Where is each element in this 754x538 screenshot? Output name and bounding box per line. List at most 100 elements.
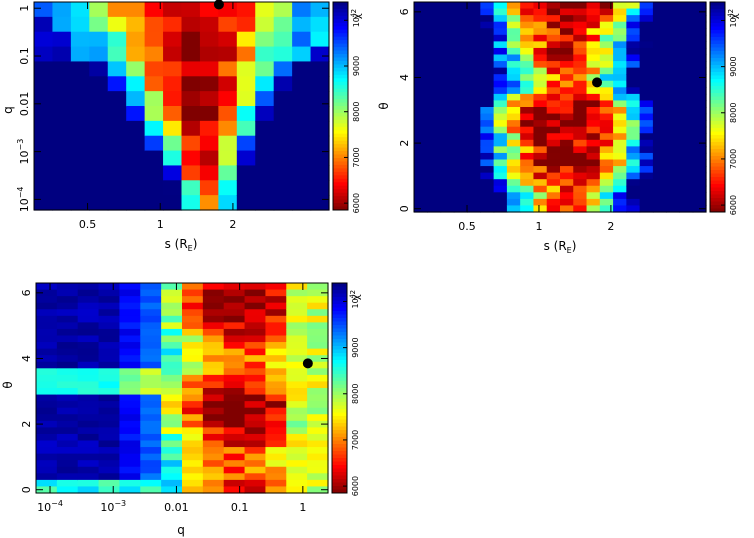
heatmap-cell bbox=[163, 76, 183, 92]
y-tick-label: 0.1 bbox=[18, 47, 31, 65]
heatmap-cell bbox=[140, 388, 162, 396]
heatmap-cell bbox=[218, 135, 238, 152]
heatmap-cell bbox=[440, 100, 455, 108]
heatmap-cell bbox=[533, 185, 548, 193]
heatmap-cell bbox=[161, 414, 183, 422]
heatmap-cell bbox=[98, 309, 121, 317]
heatmap-cell bbox=[236, 180, 256, 196]
heatmap-cell bbox=[107, 16, 127, 33]
heatmap-cell bbox=[546, 8, 561, 16]
heatmap-cell bbox=[182, 368, 204, 376]
heatmap-cell bbox=[652, 87, 667, 95]
colorbar-segment bbox=[710, 138, 725, 143]
heatmap-cell bbox=[427, 179, 442, 187]
heatmap-cell bbox=[414, 107, 428, 115]
heatmap-cell bbox=[98, 388, 121, 396]
heatmap-cell bbox=[679, 34, 694, 42]
colorbar-segment bbox=[332, 426, 347, 431]
x-axis-label: s (RE) bbox=[544, 239, 577, 255]
heatmap-cell bbox=[36, 407, 58, 415]
heatmap-cell bbox=[181, 46, 201, 63]
heatmap-cell bbox=[218, 150, 238, 167]
heatmap-cell bbox=[223, 296, 246, 304]
heatmap-cell bbox=[573, 179, 588, 187]
heatmap-cell bbox=[467, 198, 481, 207]
heatmap-cell bbox=[202, 283, 225, 291]
heatmap-cell bbox=[140, 322, 162, 330]
heatmap-cell bbox=[480, 172, 495, 180]
heatmap-cell bbox=[599, 120, 614, 128]
heatmap-cell bbox=[107, 46, 127, 63]
heatmap-cell bbox=[223, 440, 246, 448]
heatmap-cell bbox=[480, 54, 495, 62]
heatmap-cell bbox=[639, 120, 654, 128]
heatmap-cell bbox=[182, 361, 204, 369]
heatmap-cell bbox=[440, 87, 455, 95]
heatmap-cell bbox=[286, 283, 308, 291]
heatmap-cell bbox=[480, 192, 495, 200]
colorbar-segment bbox=[332, 437, 347, 441]
colorbar-segment bbox=[710, 89, 725, 94]
colorbar-segment bbox=[332, 405, 347, 410]
colorbar-segment bbox=[333, 19, 348, 24]
heatmap-cell bbox=[70, 61, 90, 77]
colorbar-frame bbox=[331, 282, 348, 494]
heatmap-cell bbox=[98, 374, 121, 383]
colorbar-segment bbox=[710, 2, 725, 6]
heatmap-cell bbox=[546, 172, 561, 180]
heatmap-cell bbox=[533, 15, 548, 23]
heatmap-cell bbox=[453, 107, 468, 115]
heatmap-cell bbox=[140, 466, 162, 474]
colorbar-segment bbox=[332, 475, 347, 480]
heatmap-cell bbox=[520, 192, 535, 200]
heatmap-cell bbox=[493, 54, 508, 62]
heatmap-cell bbox=[292, 2, 312, 18]
heatmap-cell bbox=[639, 47, 654, 56]
heatmap-cell bbox=[181, 180, 201, 196]
colorbar-segment bbox=[710, 93, 725, 97]
heatmap-cell bbox=[140, 460, 162, 468]
heatmap-cell bbox=[533, 120, 548, 128]
heatmap-cell bbox=[77, 342, 100, 350]
colorbar-segment bbox=[710, 191, 725, 195]
heatmap-cell bbox=[223, 361, 246, 369]
heatmap-cell bbox=[89, 180, 109, 196]
colorbar-tick-label: 9000 bbox=[351, 337, 360, 357]
heatmap-cell bbox=[453, 67, 468, 75]
heatmap-cell bbox=[692, 80, 707, 88]
heatmap-cell bbox=[119, 388, 141, 396]
colorbar-segment bbox=[332, 381, 347, 385]
heatmap-cell bbox=[202, 486, 225, 494]
heatmap-cell bbox=[56, 309, 79, 317]
heatmap-cell bbox=[533, 139, 548, 147]
heatmap-cell bbox=[244, 302, 267, 310]
heatmap-cell bbox=[255, 2, 275, 18]
heatmap-cell bbox=[453, 113, 468, 121]
heatmap-cell bbox=[199, 150, 219, 167]
heatmap-cell bbox=[56, 453, 79, 461]
heatmap-cell bbox=[652, 47, 667, 56]
heatmap-cell bbox=[56, 381, 79, 389]
heatmap-cell bbox=[692, 61, 707, 69]
heatmap-cell bbox=[586, 8, 601, 16]
colorbar-segment bbox=[333, 171, 348, 176]
heatmap-cell bbox=[310, 76, 330, 92]
heatmap-cell bbox=[626, 2, 641, 10]
heatmap-cell bbox=[89, 91, 109, 107]
heatmap-cell bbox=[533, 80, 548, 88]
heatmap-cell bbox=[236, 150, 256, 167]
heatmap-cell bbox=[307, 466, 329, 474]
heatmap-cell bbox=[692, 185, 707, 193]
heatmap-cell bbox=[639, 80, 654, 88]
heatmap-cell bbox=[639, 93, 654, 102]
heatmap-cell bbox=[613, 146, 627, 154]
heatmap-cell bbox=[307, 322, 329, 330]
heatmap-cell bbox=[181, 165, 201, 181]
heatmap-cell bbox=[599, 139, 614, 147]
heatmap-cell bbox=[182, 309, 204, 317]
heatmap-cell bbox=[77, 348, 100, 356]
heatmap-cell bbox=[679, 198, 694, 207]
heatmap-cell bbox=[480, 205, 495, 213]
